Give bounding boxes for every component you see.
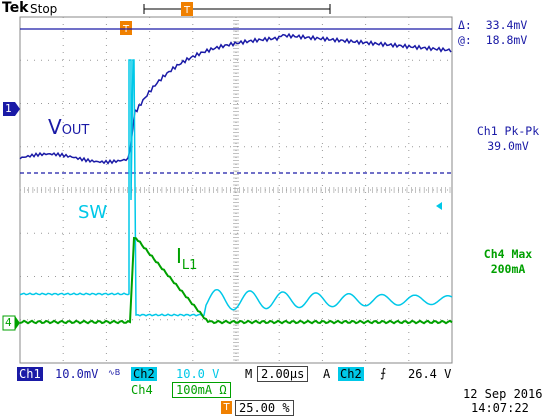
cursor-delta-readout: Δ: 33.4mV xyxy=(458,18,527,32)
graticule-grid xyxy=(19,16,451,361)
sw-label: SW xyxy=(78,202,108,223)
il1-label-main: I xyxy=(176,244,182,268)
ch1-waveform xyxy=(19,32,452,165)
record-view-bar xyxy=(143,4,331,14)
timebase-value[interactable]: 2.00µs xyxy=(257,366,309,382)
ch4-scale[interactable]: 100mA Ω xyxy=(172,382,231,398)
record-trigger-marker: T xyxy=(181,2,193,16)
ch1-scale[interactable]: 10.0mV xyxy=(55,367,99,381)
at-label: @: xyxy=(458,33,472,47)
ch2-waveform xyxy=(19,59,453,317)
ch4-waveform xyxy=(19,236,453,325)
brand-label: Tek xyxy=(2,0,29,16)
date-readout: 12 Sep 2016 xyxy=(463,387,543,401)
trigger-slope-icon: ⨍ xyxy=(380,366,387,380)
ch1-ground-marker[interactable] xyxy=(3,102,20,116)
time-readout: 14:07:22 xyxy=(471,401,529,415)
graticule-frame xyxy=(19,16,453,364)
trigger-source[interactable]: Ch2 xyxy=(338,367,364,381)
svg-text:T: T xyxy=(183,5,191,16)
ch1-measurement-label: Ch1 Pk-Pk xyxy=(476,124,540,138)
cursor-at-readout: @: 18.8mV xyxy=(458,33,527,47)
ch4-status-label[interactable]: Ch4 xyxy=(131,383,153,397)
il1-label: IL1 xyxy=(176,244,197,273)
ch1-measurement-value: 39.0mV xyxy=(487,139,529,153)
ch1-status-label[interactable]: Ch1 xyxy=(17,367,43,381)
trigger-position-marker: T xyxy=(120,21,132,35)
ch2-status-label[interactable]: Ch2 xyxy=(131,367,157,381)
trigger-position-icon: T xyxy=(221,401,232,414)
delta-label: Δ: xyxy=(458,18,472,32)
trigger-level-marker xyxy=(436,202,442,210)
ch1-coupling-icon: ∿B xyxy=(108,368,121,377)
ch4-measurement-label: Ch4 Max xyxy=(483,247,533,261)
acquisition-state: Stop xyxy=(30,2,58,16)
delta-value: 33.4mV xyxy=(485,18,528,32)
vout-label-sub: OUT xyxy=(61,123,90,138)
trigger-level[interactable]: 26.4 V xyxy=(408,367,452,381)
at-value: 18.8mV xyxy=(485,33,528,47)
ch4-measurement-value: 200mA xyxy=(490,262,526,276)
trigger-mode: A xyxy=(323,367,331,381)
trigger-position-value[interactable]: 25.00 % xyxy=(235,400,294,416)
timebase-label: M xyxy=(245,367,253,381)
ch1-marker-label: 1 xyxy=(5,102,12,115)
vout-label: VOUT xyxy=(48,115,89,139)
ch2-scale[interactable]: 10.0 V xyxy=(176,367,220,381)
ch4-marker-label: 4 xyxy=(5,316,12,329)
il1-label-sub: L1 xyxy=(181,258,198,273)
ch4-ground-marker[interactable] xyxy=(2,315,20,331)
vout-label-main: V xyxy=(48,115,62,139)
